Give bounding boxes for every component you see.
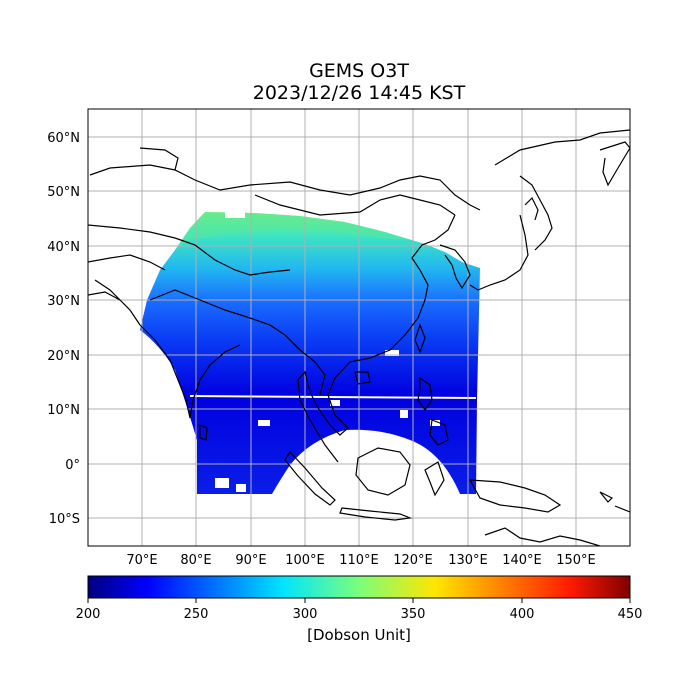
lon-tick-label: 130°E [448, 553, 488, 568]
lon-tick-label: 150°E [556, 553, 596, 568]
lat-tick-label: 10°S [49, 512, 80, 527]
coastlines [88, 129, 630, 546]
missing-pixels [215, 212, 440, 492]
lon-tick-label: 120°E [393, 553, 433, 568]
map-border [87, 108, 631, 547]
swath-gap-line [189, 395, 477, 399]
colorbar [87, 575, 631, 599]
colorbar-tick-labels: 200 250 300 350 400 450 [76, 607, 643, 622]
map-subtitle: 2023/12/26 14:45 KST [252, 82, 466, 104]
lat-tick-label: 10°N [47, 403, 80, 418]
lon-tick-label: 80°E [180, 553, 211, 568]
lon-tick-label: 100°E [285, 553, 325, 568]
colorbar-tick-label: 300 [293, 607, 318, 622]
lat-tick-label: 40°N [47, 240, 80, 255]
ozone-high-band [175, 212, 410, 250]
lat-tick-label: 60°N [47, 131, 80, 146]
lon-tick-label: 140°E [502, 553, 542, 568]
colorbar-tick-label: 200 [76, 607, 101, 622]
colorbar-ticks [87, 598, 631, 603]
lat-tick-label: 0° [65, 458, 80, 473]
colorbar-tick-label: 450 [618, 607, 643, 622]
lat-tick-labels: 60°N 50°N 40°N 30°N 20°N 10°N 0° 10°S [47, 131, 80, 527]
colorbar-tick-label: 250 [184, 607, 209, 622]
lat-tick-label: 50°N [47, 185, 80, 200]
lat-tick-label: 20°N [47, 349, 80, 364]
ozone-data-swath [140, 212, 480, 494]
map-title: GEMS O3T [309, 60, 409, 82]
colorbar-label: [Dobson Unit] [307, 626, 411, 644]
colorbar-tick-label: 400 [510, 607, 535, 622]
lon-tick-label: 70°E [126, 553, 157, 568]
lon-tick-label: 110°E [339, 553, 379, 568]
lon-tick-label: 90°E [235, 553, 266, 568]
lon-tick-labels: 70°E 80°E 90°E 100°E 110°E 120°E 130°E 1… [126, 553, 595, 568]
colorbar-tick-label: 350 [401, 607, 426, 622]
lat-tick-label: 30°N [47, 294, 80, 309]
